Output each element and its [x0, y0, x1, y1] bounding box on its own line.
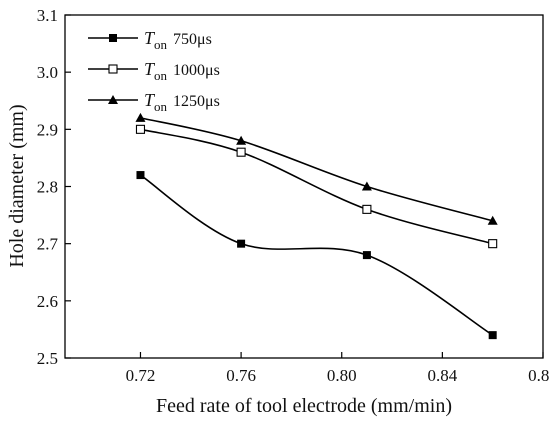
- legend-item: Ton 1250μs: [88, 90, 220, 114]
- data-point: [136, 171, 145, 180]
- series-750μs: [136, 171, 497, 340]
- y-tick-label: 2.6: [37, 292, 58, 311]
- y-tick-label: 3.0: [37, 63, 58, 82]
- y-tick-label: 2.9: [37, 120, 58, 139]
- legend: Ton 750μs Ton 1000μs Ton 1250μs: [88, 28, 220, 114]
- data-point: [135, 112, 146, 122]
- y-tick-label: 2.8: [37, 178, 58, 197]
- x-axis-ticks: 0.72 0.76 0.80 0.84 0.88: [126, 352, 550, 385]
- data-point: [488, 331, 497, 340]
- series-line: [140, 174, 494, 336]
- legend-marker: [109, 34, 117, 42]
- legend-item: Ton 1000μs: [88, 59, 220, 83]
- series-1000μs: [135, 124, 498, 249]
- y-axis-ticks: 2.5 2.6 2.7 2.8 2.9 3.0 3.1: [37, 6, 71, 368]
- series-line: [140, 128, 493, 245]
- y-tick-label: 3.1: [37, 6, 58, 25]
- data-point: [487, 215, 498, 225]
- data-point: [236, 135, 247, 145]
- x-tick-label: 0.72: [126, 366, 156, 385]
- data-point: [236, 147, 246, 157]
- data-point: [361, 181, 372, 191]
- legend-label: Ton 1000μs: [144, 59, 220, 83]
- x-tick-label: 0.84: [427, 366, 457, 385]
- legend-label: Ton 750μs: [144, 28, 212, 52]
- legend-marker: [108, 95, 118, 104]
- data-point: [488, 239, 498, 249]
- data-point: [362, 251, 371, 260]
- y-tick-label: 2.7: [37, 235, 59, 254]
- data-point: [135, 124, 146, 134]
- x-tick-label: 0.80: [327, 366, 357, 385]
- x-axis-label: Feed rate of tool electrode (mm/min): [156, 395, 452, 417]
- y-axis-label: Hole diameter (mm): [6, 104, 28, 267]
- x-tick-label: 0.76: [226, 366, 256, 385]
- series-1250μs: [135, 112, 498, 225]
- legend-marker: [108, 64, 118, 74]
- y-tick-label: 2.5: [37, 349, 58, 368]
- legend-label: Ton 1250μs: [144, 90, 220, 114]
- series-line: [140, 117, 493, 222]
- data-point: [237, 239, 246, 248]
- legend-item: Ton 750μs: [88, 28, 212, 52]
- plot-frame: [64, 14, 544, 359]
- data-point: [362, 204, 372, 214]
- x-tick-label: 0.88: [528, 366, 550, 385]
- series-layer: [135, 112, 498, 340]
